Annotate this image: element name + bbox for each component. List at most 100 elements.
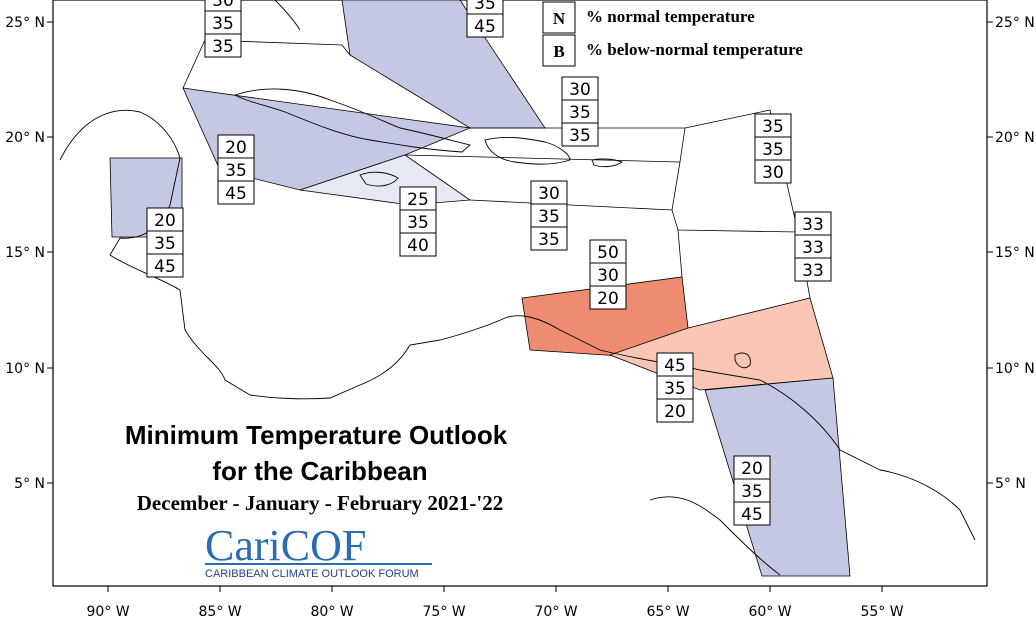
prob-value: 45 xyxy=(154,257,176,277)
y-tick-label-right: 5° N xyxy=(995,476,1026,492)
jamaica-outline xyxy=(359,171,399,187)
prob-value: 30 xyxy=(538,184,560,204)
map-title-line1: Minimum Temperature Outlook xyxy=(125,420,508,450)
prob-value: 45 xyxy=(474,17,496,37)
prob-value: 45 xyxy=(741,505,763,525)
y-tick-label-left: 5° N xyxy=(14,476,45,492)
prob-cell xyxy=(794,257,832,282)
prob-value: 35 xyxy=(569,126,591,146)
prob-box-leeward-north: 35 35 30 xyxy=(754,113,792,184)
y-tick-label-left: 25° N xyxy=(5,15,45,31)
map-legend: N % normal temperature B % below-normal tem… xyxy=(542,1,803,67)
y-tick-label-right: 25° N xyxy=(995,15,1035,31)
prob-value: 35 xyxy=(154,234,176,254)
prob-value: 20 xyxy=(664,402,686,422)
prob-value: 35 xyxy=(212,14,234,34)
prob-cell xyxy=(146,253,184,278)
florida-outline xyxy=(274,0,301,31)
prob-value: 20 xyxy=(741,459,763,479)
prob-box-trinidad: 45 35 20 xyxy=(656,352,694,423)
prob-cell xyxy=(204,33,242,58)
prob-cell xyxy=(656,398,694,423)
prob-box-windward: 33 33 33 xyxy=(794,211,832,282)
x-tick-label: 70° W xyxy=(534,604,577,620)
prob-value: 30 xyxy=(597,266,619,286)
legend-label: % below-normal temperature xyxy=(586,40,803,59)
cuba-outline xyxy=(233,88,471,153)
prob-value: 20 xyxy=(154,211,176,231)
legend-key: N xyxy=(553,9,566,28)
x-tick-label: 75° W xyxy=(422,604,465,620)
prob-cell xyxy=(217,180,255,205)
prob-box-abc-islands: 50 30 20 xyxy=(589,239,627,310)
legend-key-box xyxy=(542,34,576,67)
y-tick-label-right: 20° N xyxy=(995,130,1035,146)
prob-value: 35 xyxy=(212,37,234,57)
zone-boundaries xyxy=(182,39,811,299)
x-tick-label: 85° W xyxy=(198,604,241,620)
prob-cell xyxy=(754,159,792,184)
y-tick-label-left: 10° N xyxy=(5,361,45,377)
prob-value: 30 xyxy=(569,80,591,100)
puerto-rico-outline xyxy=(591,158,623,168)
x-tick-label: 65° W xyxy=(646,604,689,620)
x-tick-label: 60° W xyxy=(748,604,791,620)
prob-value: 35 xyxy=(762,140,784,160)
prob-box-jamaica: 25 35 40 xyxy=(399,186,437,257)
prob-value: 35 xyxy=(569,103,591,123)
prob-box-cuba-west: 20 35 45 xyxy=(217,134,255,205)
prob-value: 30 xyxy=(762,163,784,183)
x-axis-ticks: 90° W 85° W 80° W 75° W 70° W 65° W 60° W 55° W xyxy=(86,586,904,620)
x-tick-label: 80° W xyxy=(310,604,353,620)
prob-value: 40 xyxy=(407,236,429,256)
caricof-logo: CariCOF CARIBBEAN CLIMATE OUTLOOK FORUM xyxy=(205,521,432,580)
prob-cell xyxy=(733,501,771,526)
prob-box-hispaniola: 30 35 35 xyxy=(530,180,568,251)
prob-value: 35 xyxy=(538,207,560,227)
legend-label: % normal temperature xyxy=(586,7,755,26)
x-tick-label: 55° W xyxy=(860,604,903,620)
prob-value: 35 xyxy=(225,161,247,181)
legend-key: B xyxy=(553,42,564,61)
prob-value: 45 xyxy=(225,184,247,204)
prob-value: 35 xyxy=(664,379,686,399)
prob-box-turks-caicos: 30 35 35 xyxy=(561,76,599,147)
y-tick-label-right: 10° N xyxy=(995,361,1035,377)
prob-value: 35 xyxy=(407,213,429,233)
prob-value: 33 xyxy=(802,261,824,281)
prob-cell xyxy=(399,232,437,257)
x-tick-label: 90° W xyxy=(86,604,129,620)
south-america-interior xyxy=(649,496,781,576)
prob-value: 25 xyxy=(407,190,429,210)
legend-key-box xyxy=(542,1,576,34)
caricof-logo-sub: CARIBBEAN CLIMATE OUTLOOK FORUM xyxy=(205,568,419,580)
trinidad-outline xyxy=(734,352,751,369)
y-tick-label-left: 15° N xyxy=(5,245,45,261)
prob-value: 35 xyxy=(762,117,784,137)
prob-cell xyxy=(530,226,568,251)
prob-value: 50 xyxy=(597,243,619,263)
y-axis-ticks: 25° N 25° N 20° N 20° N 15° N 15° N 10° N 10° N… xyxy=(5,15,1035,492)
caricof-logo-main: CariCOF xyxy=(205,521,366,570)
y-tick-label-right: 15° N xyxy=(995,245,1035,261)
prob-box-belize: 20 35 45 xyxy=(146,207,184,278)
coastlines xyxy=(59,0,976,576)
map-period: December - January - February 2021-'22 xyxy=(137,491,503,515)
prob-value: 35 xyxy=(474,0,496,14)
prob-value: 20 xyxy=(597,289,619,309)
hispaniola-outline xyxy=(484,136,571,165)
prob-value: 33 xyxy=(802,238,824,258)
prob-value: 20 xyxy=(225,138,247,158)
prob-value: 35 xyxy=(538,230,560,250)
prob-box-bahamas-west: 30 35 35 xyxy=(204,0,242,58)
prob-value: 45 xyxy=(664,356,686,376)
prob-value: 30 xyxy=(212,0,234,11)
prob-value: 35 xyxy=(741,482,763,502)
y-tick-label-left: 20° N xyxy=(5,130,45,146)
prob-cell xyxy=(589,285,627,310)
prob-value: 33 xyxy=(802,215,824,235)
map-title-line2: for the Caribbean xyxy=(212,456,427,486)
